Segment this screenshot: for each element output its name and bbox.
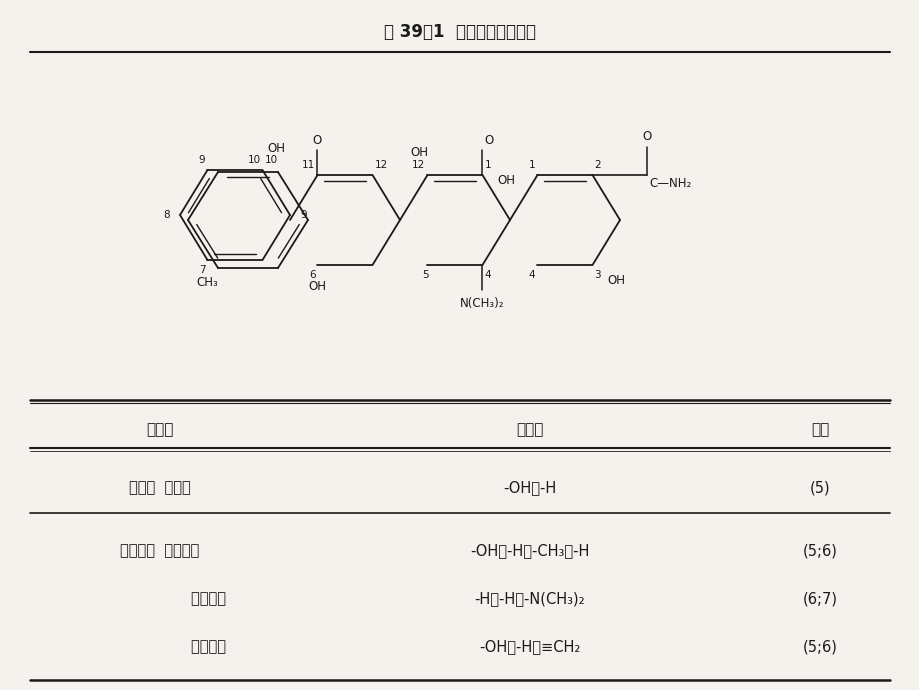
Text: 10: 10 — [247, 155, 260, 165]
Text: 12: 12 — [374, 160, 387, 170]
Text: 6: 6 — [309, 270, 315, 280]
Text: 4: 4 — [528, 270, 535, 280]
Text: 9: 9 — [199, 155, 205, 165]
Text: 取代基: 取代基 — [516, 422, 543, 437]
Text: 7: 7 — [199, 265, 205, 275]
Text: N(CH₃)₂: N(CH₃)₂ — [460, 297, 505, 310]
Text: 位置: 位置 — [810, 422, 828, 437]
Text: (5;6): (5;6) — [801, 544, 836, 558]
Text: 美他环素: 美他环素 — [153, 640, 226, 655]
Text: -H，-H；-N(CH₃)₂: -H，-H；-N(CH₃)₂ — [474, 591, 584, 607]
Text: O: O — [484, 133, 494, 146]
Text: 3: 3 — [594, 270, 600, 280]
Text: 1: 1 — [528, 160, 535, 170]
Text: 1: 1 — [484, 160, 491, 170]
Text: 4: 4 — [484, 270, 491, 280]
Text: 12: 12 — [412, 160, 425, 170]
Text: -OH，-H；-CH₃，-H: -OH，-H；-CH₃，-H — [470, 544, 589, 558]
Text: 5: 5 — [422, 270, 428, 280]
Text: 10: 10 — [265, 155, 278, 165]
Text: 8: 8 — [164, 210, 170, 220]
Text: (6;7): (6;7) — [801, 591, 836, 607]
Text: (5;6): (5;6) — [801, 640, 836, 655]
Text: 11: 11 — [302, 160, 315, 170]
Text: 同系物: 同系物 — [146, 422, 174, 437]
Text: 米诺环素: 米诺环素 — [153, 591, 226, 607]
Text: 9: 9 — [300, 210, 306, 220]
Text: -OH，-H: -OH，-H — [503, 480, 556, 495]
Text: 2: 2 — [594, 160, 600, 170]
Text: 表 39－1  四环素类化学结构: 表 39－1 四环素类化学结构 — [383, 23, 536, 41]
Text: CH₃: CH₃ — [197, 275, 218, 288]
Text: OH: OH — [607, 273, 625, 286]
Text: C—NH₂: C—NH₂ — [649, 177, 691, 190]
Text: OH: OH — [497, 173, 515, 186]
Text: 半合成品  多西环素: 半合成品 多西环素 — [120, 544, 199, 558]
Text: OH: OH — [267, 141, 285, 155]
Text: O: O — [642, 130, 652, 144]
Text: OH: OH — [308, 281, 326, 293]
Text: -OH，-H；≡CH₂: -OH，-H；≡CH₂ — [479, 640, 580, 655]
Text: 天然品  土霉素: 天然品 土霉素 — [129, 480, 190, 495]
Text: OH: OH — [410, 146, 428, 159]
Text: (5): (5) — [809, 480, 830, 495]
Text: O: O — [312, 133, 322, 146]
